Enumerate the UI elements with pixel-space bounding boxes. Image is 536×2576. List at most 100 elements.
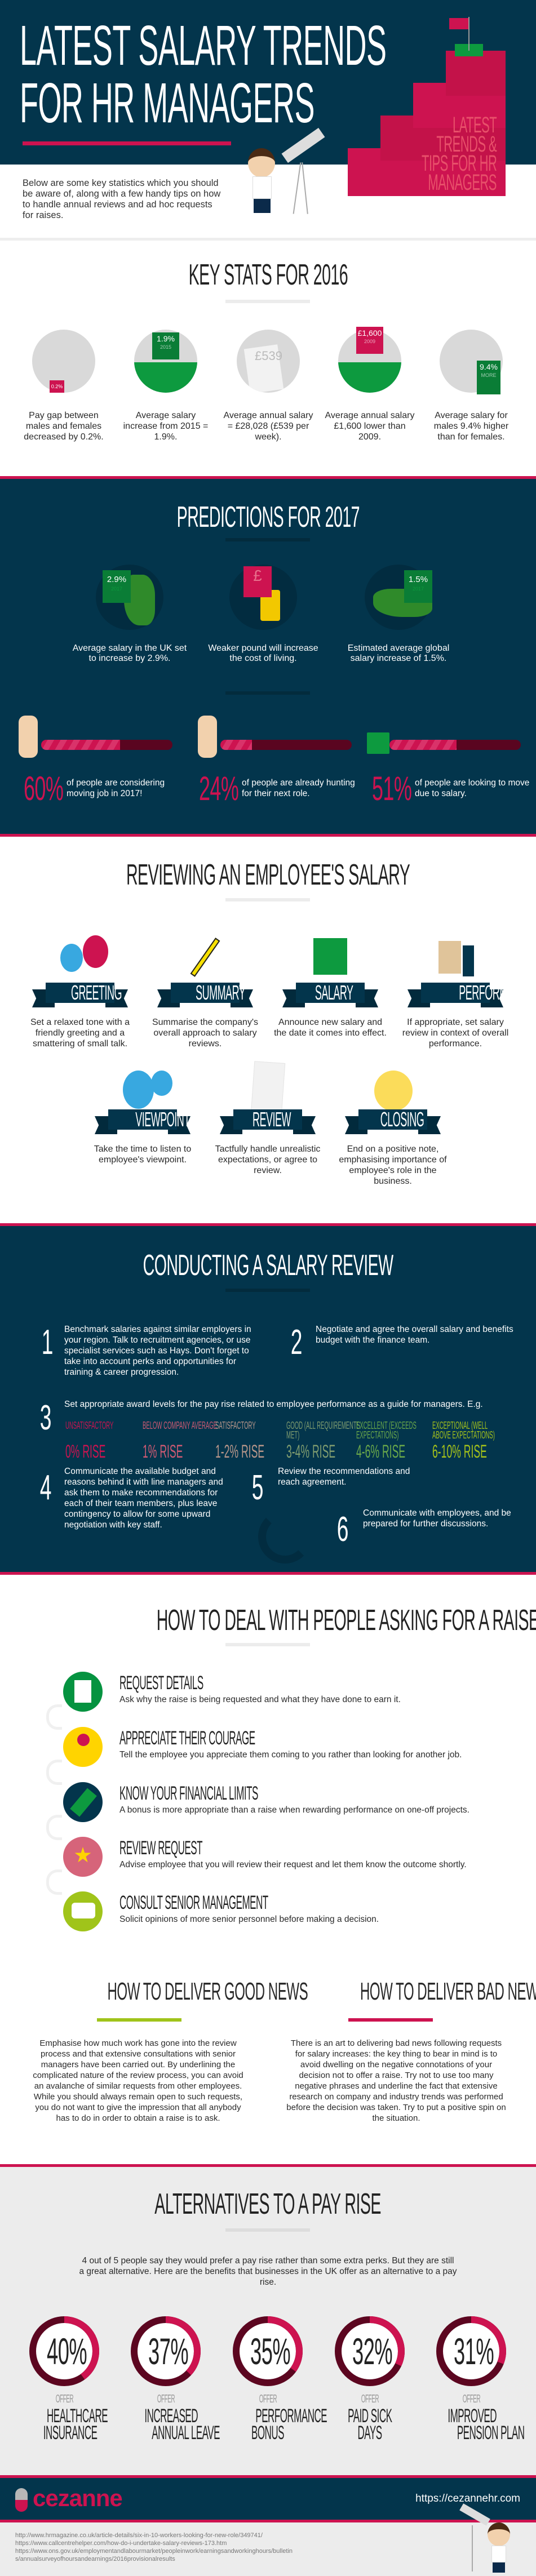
face-icon	[488, 2522, 510, 2546]
flow-arrow-icon	[46, 1815, 62, 1840]
divider	[225, 1643, 310, 1646]
ribbon-review: REVIEW	[220, 1109, 316, 1134]
donut-value: 31%	[454, 2330, 494, 2372]
divider	[225, 898, 310, 901]
hero-title: LATEST SALARY TRENDS FOR HR MANAGERS	[20, 14, 387, 135]
award-level: SATISFACTORY 1-2% RISE	[215, 1420, 265, 1462]
raise-title: HOW TO DEAL WITH PEOPLE ASKING FOR A RAI…	[156, 1604, 536, 1637]
reviewing-title: REVIEWING AN EMPLOYEE'S SALARY	[126, 859, 410, 891]
cezanne-logo: cezanne	[33, 2485, 123, 2511]
footer-bar: cezanne https://cezannehr.com	[0, 2478, 536, 2520]
person-icon	[19, 716, 38, 758]
website-link[interactable]: https://cezannehr.com	[415, 2493, 520, 2504]
divider	[0, 238, 536, 241]
chat-bubbles-icon	[123, 1062, 172, 1116]
step-number: 4	[39, 1468, 52, 1507]
intro-text: Below are some key statistics which you …	[23, 178, 221, 220]
step-text: Tactfully handle unrealistic expectation…	[215, 1144, 321, 1175]
award-ribbon-icon	[63, 1727, 103, 1767]
pencil-icon	[185, 935, 225, 977]
person-icon	[198, 716, 217, 758]
ribbon-salary: SALARY	[282, 983, 378, 1007]
divider	[225, 2228, 310, 2232]
conducting-title: CONDUCTING A SALARY REVIEW	[143, 1249, 393, 1282]
prediction-badge: 2.9% 2017	[103, 570, 131, 603]
divider	[225, 691, 310, 695]
raise-item-text: Tell the employee you appreciate them co…	[119, 1750, 462, 1760]
step-text: Negotiate and agree the overall salary a…	[316, 1325, 513, 1345]
progress-bar	[41, 740, 172, 750]
source-link[interactable]: https://www.callcentrehelper.com/how-do-…	[15, 2540, 227, 2547]
stat-badge: 0.2%	[50, 380, 64, 393]
alternatives-intro: 4 out of 5 people say they would prefer …	[79, 2256, 457, 2287]
source-link[interactable]: https://www.ons.gov.uk/employmentandlabo…	[15, 2548, 293, 2555]
ribbon-closing: CLOSING	[345, 1109, 441, 1134]
raise-item-title: REVIEW REQUEST	[119, 1837, 202, 1859]
raise-item-title: REQUEST DETAILS	[119, 1672, 203, 1694]
alternatives-title: ALTERNATIVES TO A PAY RISE	[154, 2188, 382, 2220]
ribbon-greeting: GREETING	[32, 983, 128, 1007]
prediction-badge: 1.5% 2017	[404, 570, 432, 603]
award-level: EXCEPTIONAL (WELL ABOVE EXPECTATIONS) 6-1…	[432, 1420, 495, 1462]
donut-value: 32%	[352, 2330, 393, 2372]
step-text: Announce new salary and the date it come…	[274, 1018, 387, 1038]
award-level: GOOD (ALL REQUIREMENTS MET) 3-4% RISE	[286, 1420, 361, 1462]
stat-percent: 24%	[199, 770, 239, 807]
good-news-underline	[97, 2018, 181, 2022]
payslip-icon	[237, 330, 300, 393]
step-text: Set appropriate award levels for the pay…	[64, 1400, 483, 1409]
step-text: Benchmark salaries against similar emplo…	[64, 1325, 251, 1377]
progress-bar	[220, 740, 352, 750]
offer-label: OFFER	[157, 2393, 175, 2405]
benefit-label: HEALTHCARE INSURANCE	[43, 2405, 108, 2444]
flow-arrow-icon	[46, 1760, 62, 1785]
source-link: s/annualsurveyofhoursandearnings/2016pro…	[15, 2556, 175, 2562]
good-news-text: Emphasise how much work has gone into th…	[33, 2038, 243, 2123]
ribbon-performance: PERFORMANCE	[407, 983, 535, 1007]
raise-item-text: A bonus is more appropriate than a raise…	[119, 1805, 469, 1815]
divider	[0, 2475, 536, 2478]
donut-chart	[335, 2316, 405, 2386]
thumbs-up-icon	[436, 935, 475, 976]
banknote-icon	[63, 1782, 103, 1822]
stat-text: of people are looking to move due to sal…	[415, 778, 530, 798]
donut-arc	[29, 2316, 99, 2386]
divider	[0, 476, 536, 479]
benefit-label: IMPROVED PENSION PLAN	[448, 2405, 525, 2444]
step-number: 3	[39, 1398, 52, 1437]
award-level: EXCELLENT (EXCEEDS EXPECTATIONS) 4-6% RIS…	[356, 1420, 417, 1462]
step-text: Take the time to listen to employee's vi…	[94, 1144, 192, 1165]
document-icon	[63, 1672, 103, 1712]
donut-chart	[436, 2316, 506, 2386]
stat-percent: 51%	[372, 770, 412, 807]
money-stacks-icon	[311, 935, 350, 975]
stat-text: Average salary for males 9.4% higher tha…	[433, 411, 509, 442]
donut-value: 37%	[148, 2330, 189, 2372]
donut-arc	[131, 2316, 201, 2386]
progress-fill	[389, 740, 457, 750]
divider	[0, 2520, 536, 2522]
benefit-label: PERFORMANCE BONUS	[251, 2405, 327, 2444]
offer-label: OFFER	[462, 2393, 480, 2405]
money-stacks-icon	[367, 732, 389, 754]
flag-icon	[468, 17, 469, 51]
step-text: Set a relaxed tone with a friendly greet…	[30, 1018, 130, 1049]
person-telescope-illustration	[459, 2503, 521, 2573]
offer-label: OFFER	[259, 2393, 277, 2405]
divider	[0, 1572, 536, 1575]
conducting-section	[0, 1226, 536, 1572]
telescope-icon	[281, 127, 325, 163]
predictions-title: PREDICTIONS FOR 2017	[176, 501, 360, 534]
raise-item-title: KNOW YOUR FINANCIAL LIMITS	[119, 1783, 258, 1804]
stat-text: of people are considering moving job in …	[67, 778, 165, 798]
stat-badge: £1,600 2009	[356, 327, 383, 354]
raise-item-title: APPRECIATE THEIR COURAGE	[119, 1727, 255, 1749]
stat-text: Average annual salary = £28,028 (£539 pe…	[223, 411, 313, 442]
step-text: Communicate with employees, and be prepa…	[363, 1508, 511, 1529]
benefit-label: PAID SICK DAYS	[347, 2405, 392, 2444]
raise-item-title: CONSULT SENIOR MANAGEMENT	[119, 1892, 268, 1913]
source-link[interactable]: http://www.hrmagazine.co.uk/article-deta…	[15, 2532, 263, 2539]
speech-bubbles-icon	[60, 935, 108, 975]
offer-label: OFFER	[55, 2393, 73, 2405]
bad-news-title: HOW TO DELIVER BAD NEWS	[360, 1978, 536, 2005]
